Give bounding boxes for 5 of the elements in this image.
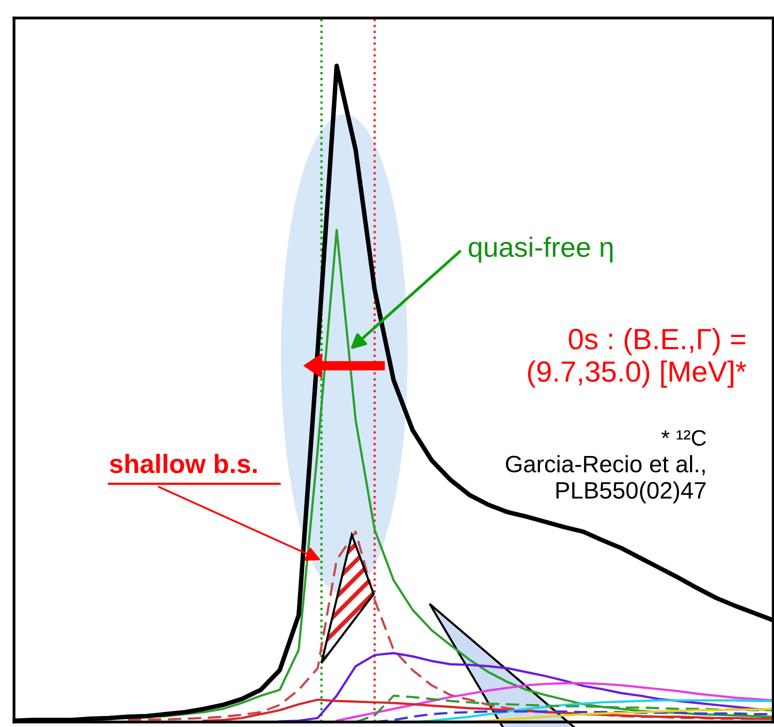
annotation: shallow b.s. [110, 454, 257, 474]
annotation: * ¹²C [661, 430, 706, 446]
annotation: quasi-free η [468, 236, 613, 263]
annotation: 0s : (B.E.,Γ) = (9.7,35.0) [MeV]* [528, 328, 746, 388]
annotation: Garcia-Recio et al., PLB550(02)47 [506, 455, 706, 504]
